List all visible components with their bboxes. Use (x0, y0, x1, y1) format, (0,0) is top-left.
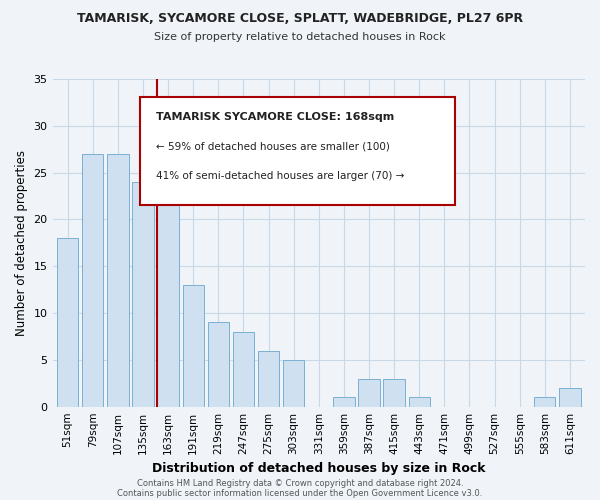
Bar (358, 378, 380, 406)
X-axis label: Distribution of detached houses by size in Rock: Distribution of detached houses by size … (152, 462, 485, 475)
Text: TAMARISK, SYCAMORE CLOSE, SPLATT, WADEBRIDGE, PL27 6PR: TAMARISK, SYCAMORE CLOSE, SPLATT, WADEBR… (77, 12, 523, 26)
Y-axis label: Number of detached properties: Number of detached properties (15, 150, 28, 336)
Bar (107, 154, 128, 406)
Bar (82, 154, 103, 406)
Bar (283, 360, 304, 406)
Bar (383, 378, 405, 406)
Text: 41% of semi-detached houses are larger (70) →: 41% of semi-detached houses are larger (… (157, 171, 405, 181)
Bar (233, 332, 254, 406)
Bar (333, 398, 355, 406)
Bar (157, 192, 179, 406)
Text: ← 59% of detached houses are smaller (100): ← 59% of detached houses are smaller (10… (157, 142, 390, 152)
Bar (409, 398, 430, 406)
Bar (534, 398, 556, 406)
Text: Contains HM Land Registry data © Crown copyright and database right 2024.: Contains HM Land Registry data © Crown c… (137, 478, 463, 488)
Bar (57, 238, 78, 406)
Text: TAMARISK SYCAMORE CLOSE: 168sqm: TAMARISK SYCAMORE CLOSE: 168sqm (157, 112, 395, 122)
Bar (559, 388, 581, 406)
Bar (182, 285, 204, 406)
Text: Size of property relative to detached houses in Rock: Size of property relative to detached ho… (154, 32, 446, 42)
FancyBboxPatch shape (140, 97, 455, 205)
Text: Contains public sector information licensed under the Open Government Licence v3: Contains public sector information licen… (118, 488, 482, 498)
Bar (258, 350, 279, 406)
Bar (208, 322, 229, 406)
Bar (132, 182, 154, 406)
